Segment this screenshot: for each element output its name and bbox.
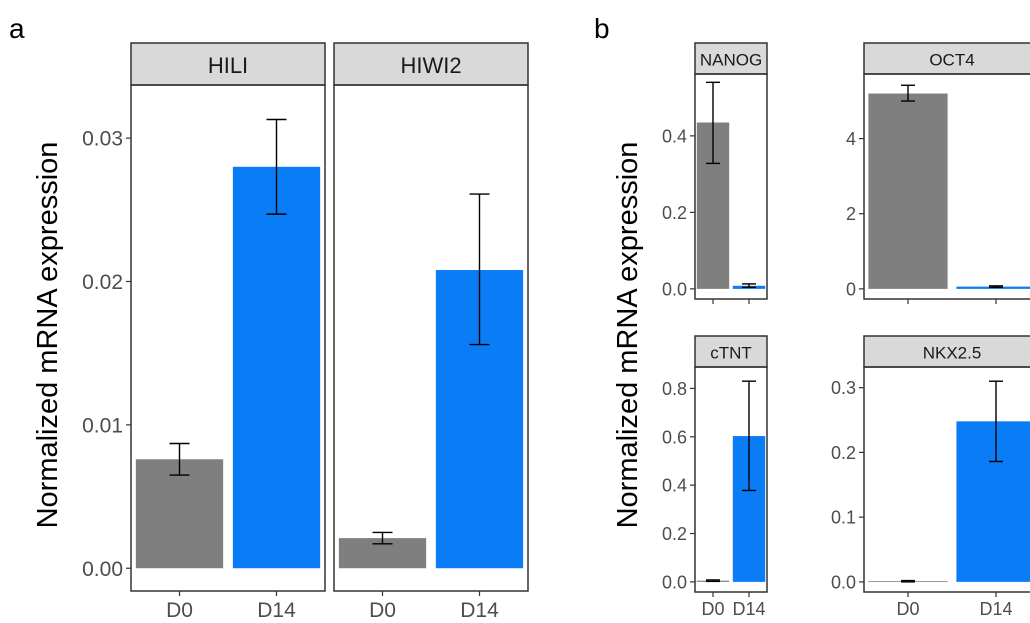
x-tick-label-a-0-D0: D0	[166, 599, 193, 622]
y-tick-label-b-0-0: 0.0	[662, 279, 687, 299]
y-tick-label-b-3-3: 0.3	[831, 378, 856, 398]
y-tick-label-b-2-0: 0.0	[662, 572, 687, 592]
panel-border-b-3	[863, 366, 1030, 593]
x-tick-label-a-1-D0: D0	[369, 599, 396, 622]
y-tick-label-a-0-1: 0.01	[82, 414, 123, 437]
facet-a-0: HILI D0 D14 0.00 0.01 0.02 0.03	[82, 42, 326, 622]
facet-strip-a-0	[130, 42, 326, 86]
x-tick-label-a-0-D14: D14	[257, 599, 296, 622]
bar-b-1-D0	[868, 93, 948, 289]
facet-title-b-1: OCT4	[929, 50, 974, 69]
facet-title-b-2: cTNT	[710, 343, 752, 362]
y-tick-label-b-0-2: 0.4	[662, 126, 687, 146]
panel-letter-a: a	[9, 13, 25, 44]
facet-strip-b-3	[863, 335, 1030, 368]
x-tick-label-b-2-D0: D0	[701, 599, 724, 619]
y-tick-label-b-2-1: 0.2	[662, 524, 687, 544]
y-tick-label-a-0-3: 0.03	[82, 128, 123, 151]
x-tick-label-a-1-D14: D14	[460, 599, 499, 622]
facet-title-a-0: HILI	[208, 53, 248, 78]
bar-a-0-D14	[232, 166, 321, 569]
panel-border-b-2	[694, 366, 768, 593]
y-tick-label-b-3-1: 0.1	[831, 508, 856, 528]
y-tick-label-b-3-2: 0.2	[831, 443, 856, 463]
facet-b-0: NANOG 0.0 0.2 0.4	[662, 42, 768, 304]
panel-letter-b: b	[594, 13, 610, 44]
y-tick-label-a-0-0: 0.00	[82, 558, 123, 581]
panel-border-b-0	[694, 73, 768, 300]
y-tick-label-b-1-2: 4	[846, 129, 856, 149]
y-tick-label-b-3-0: 0.0	[831, 572, 856, 592]
facet-title-b-0: NANOG	[700, 50, 762, 69]
y-tick-label-b-2-2: 0.4	[662, 476, 687, 496]
panel-border-b-1	[863, 73, 1030, 300]
facet-title-a-1: HIWI2	[400, 53, 461, 78]
y-axis-label-b: Normalized mRNA expression	[612, 142, 644, 529]
y-tick-label-b-1-0: 0	[846, 279, 856, 299]
facet-b-3: NKX2.5 D0 D14 0.0 0.1 0.2 0.3	[831, 335, 1030, 619]
y-tick-label-a-0-2: 0.02	[82, 271, 123, 294]
bar-b-3-D14	[956, 421, 1030, 582]
facet-title-b-3: NKX2.5	[923, 343, 982, 362]
facet-b-2: cTNT D0 D14 0.0 0.2 0.4 0.6 0.8	[662, 335, 768, 619]
y-tick-label-b-2-3: 0.6	[662, 427, 687, 447]
facet-strip-b-2	[694, 335, 768, 368]
facet-b-1: OCT4 0 2 4	[846, 42, 1030, 304]
y-tick-label-b-1-1: 2	[846, 204, 856, 224]
x-tick-label-b-3-D0: D0	[896, 599, 919, 619]
y-tick-label-b-2-4: 0.8	[662, 379, 687, 399]
panel-border-a-1	[333, 84, 529, 592]
bar-a-0-D0	[135, 459, 224, 569]
y-tick-label-b-0-1: 0.2	[662, 203, 687, 223]
x-tick-label-b-3-D14: D14	[979, 599, 1012, 619]
y-axis-label-a: Normalized mRNA expression	[32, 142, 64, 529]
panel-border-a-0	[130, 84, 326, 592]
facet-a-1: HIWI2 D0 D14	[333, 42, 529, 622]
x-tick-label-b-2-D14: D14	[732, 599, 765, 619]
